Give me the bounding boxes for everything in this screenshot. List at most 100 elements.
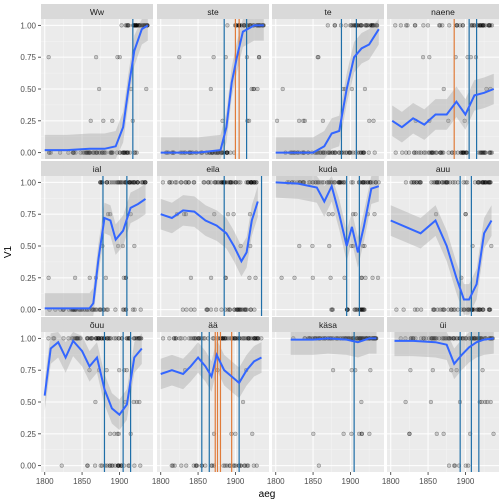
data-point bbox=[188, 307, 194, 312]
data-point bbox=[472, 336, 477, 341]
data-point bbox=[182, 336, 187, 341]
data-point bbox=[117, 368, 122, 373]
data-point bbox=[242, 463, 248, 468]
facet-panel: te bbox=[272, 4, 384, 159]
data-point bbox=[430, 307, 436, 312]
data-point bbox=[480, 180, 485, 185]
data-point bbox=[131, 336, 137, 341]
data-point bbox=[212, 212, 217, 217]
data-point bbox=[321, 180, 326, 185]
x-tick-label: 1900 bbox=[227, 477, 245, 486]
data-point bbox=[473, 55, 479, 60]
data-point bbox=[337, 180, 342, 185]
data-point bbox=[120, 150, 125, 155]
data-point bbox=[420, 55, 426, 60]
data-point bbox=[306, 180, 311, 185]
data-point bbox=[211, 55, 216, 60]
data-point bbox=[110, 150, 115, 155]
data-point bbox=[94, 336, 99, 341]
facet-panel: õuu 0.00 0.25 0.50 0.75 1.00 1800 1850 1900 bbox=[20, 317, 153, 486]
data-point bbox=[432, 307, 437, 312]
data-point bbox=[107, 336, 112, 341]
data-point bbox=[89, 336, 95, 341]
facet-title: kuda bbox=[319, 164, 338, 174]
data-point bbox=[144, 86, 149, 92]
data-point bbox=[251, 463, 256, 468]
confidence-ribbon bbox=[394, 332, 494, 380]
data-point bbox=[112, 431, 117, 436]
data-point bbox=[440, 307, 445, 312]
data-point bbox=[359, 23, 364, 28]
data-point bbox=[132, 463, 137, 468]
data-point bbox=[327, 243, 332, 249]
data-point bbox=[325, 150, 331, 155]
data-point bbox=[274, 118, 280, 123]
data-point bbox=[408, 368, 413, 373]
data-point bbox=[121, 275, 126, 280]
data-point bbox=[247, 275, 252, 280]
y-tick-label: 0.25 bbox=[20, 274, 36, 283]
data-point bbox=[249, 180, 254, 185]
data-point bbox=[455, 150, 460, 155]
data-point bbox=[240, 399, 246, 405]
data-point bbox=[449, 307, 454, 312]
data-point bbox=[173, 336, 179, 341]
data-point bbox=[105, 336, 111, 341]
data-point bbox=[225, 23, 230, 28]
data-point bbox=[107, 180, 112, 185]
data-point bbox=[363, 275, 368, 280]
data-point bbox=[373, 180, 378, 185]
data-point bbox=[343, 23, 348, 28]
data-point bbox=[233, 180, 238, 185]
data-point bbox=[325, 23, 330, 28]
data-point bbox=[412, 150, 417, 155]
data-point bbox=[120, 243, 125, 249]
data-point bbox=[196, 336, 201, 341]
data-point bbox=[301, 118, 306, 123]
y-tick-label: 0.75 bbox=[20, 210, 36, 219]
data-point bbox=[115, 431, 120, 436]
data-point bbox=[108, 150, 114, 155]
data-point bbox=[329, 307, 334, 312]
data-point bbox=[350, 23, 355, 28]
data-point bbox=[179, 336, 184, 341]
data-point bbox=[405, 23, 410, 28]
y-tick-label: 0.50 bbox=[20, 242, 36, 251]
y-tick-label: 1.00 bbox=[20, 21, 36, 30]
data-point bbox=[78, 150, 83, 155]
data-point bbox=[117, 55, 122, 60]
data-point bbox=[46, 275, 51, 280]
data-point bbox=[419, 307, 424, 312]
data-point bbox=[174, 180, 179, 185]
data-point bbox=[328, 275, 333, 280]
data-point bbox=[89, 307, 95, 312]
panel-contents bbox=[160, 176, 263, 316]
facet-strip bbox=[157, 161, 269, 176]
data-point bbox=[368, 368, 373, 373]
data-point bbox=[115, 180, 120, 185]
data-point bbox=[429, 150, 435, 155]
data-point bbox=[232, 463, 237, 468]
data-point bbox=[188, 275, 194, 280]
data-point bbox=[315, 180, 321, 185]
data-point bbox=[179, 180, 184, 185]
data-point bbox=[46, 55, 51, 60]
data-point bbox=[225, 150, 230, 155]
data-point bbox=[138, 336, 143, 341]
data-point bbox=[418, 336, 424, 341]
data-point bbox=[403, 150, 409, 155]
data-point bbox=[428, 399, 434, 405]
data-point bbox=[459, 150, 464, 155]
data-point bbox=[423, 150, 428, 155]
data-point bbox=[184, 307, 189, 312]
data-point bbox=[427, 150, 432, 155]
facet-panel: ial 0.00 0.25 0.50 0.75 1.00 bbox=[20, 161, 153, 316]
data-point bbox=[66, 336, 71, 341]
facet-strip bbox=[387, 317, 499, 332]
data-point bbox=[233, 463, 238, 468]
data-point bbox=[480, 368, 485, 373]
data-point bbox=[180, 307, 185, 312]
data-point bbox=[365, 23, 370, 28]
data-point bbox=[116, 463, 121, 468]
smooth-line bbox=[275, 181, 380, 253]
